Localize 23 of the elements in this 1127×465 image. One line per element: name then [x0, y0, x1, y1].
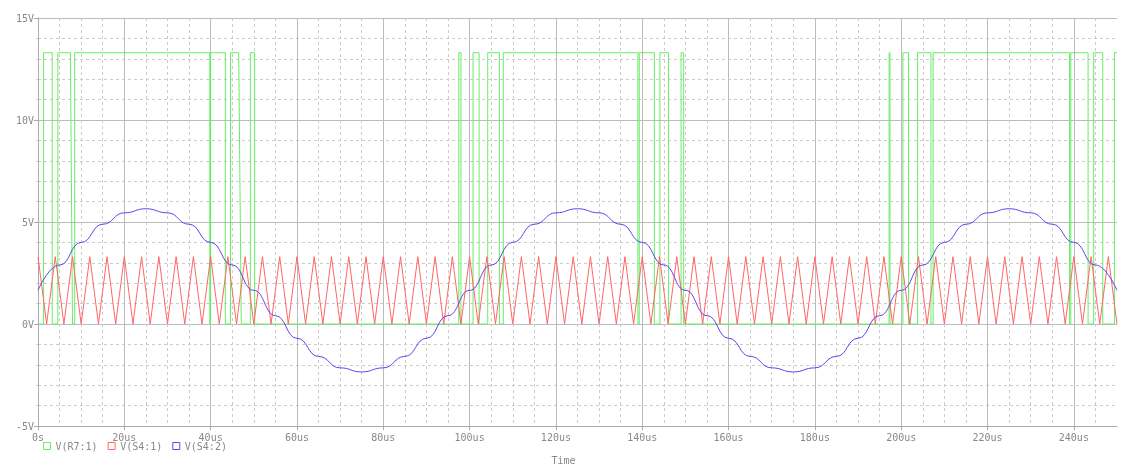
- legend-label: V(R7:1): [55, 440, 98, 452]
- x-tick-label: 220us: [972, 431, 1003, 443]
- legend-label: V(S4:2): [184, 440, 227, 452]
- x-tick-label: 140us: [627, 431, 658, 443]
- y-tick-label: 0V: [21, 318, 34, 330]
- x-tick-label: 120us: [540, 431, 571, 443]
- x-tick-label: 100us: [454, 431, 485, 443]
- y-tick-label: 5V: [21, 216, 34, 228]
- legend-label: V(S4:1): [120, 440, 163, 452]
- y-tick-label: 10V: [15, 114, 34, 126]
- x-tick-label: 180us: [799, 431, 830, 443]
- x-tick-label: 240us: [1058, 431, 1089, 443]
- x-tick-label: 40us: [198, 431, 223, 443]
- x-tick-label: 160us: [713, 431, 744, 443]
- x-tick-label: 60us: [284, 431, 310, 443]
- line-series: [37, 208, 1118, 373]
- x-tick-label: 20us: [112, 431, 137, 443]
- y-tick-label: 15V: [15, 12, 34, 24]
- x-tick-label: 0s: [31, 431, 45, 443]
- x-tick-label: 80us: [371, 431, 396, 443]
- y-tick-label: -5V: [15, 420, 34, 432]
- x-tick-label: 200us: [886, 431, 917, 443]
- x-axis-title: Time: [551, 454, 576, 465]
